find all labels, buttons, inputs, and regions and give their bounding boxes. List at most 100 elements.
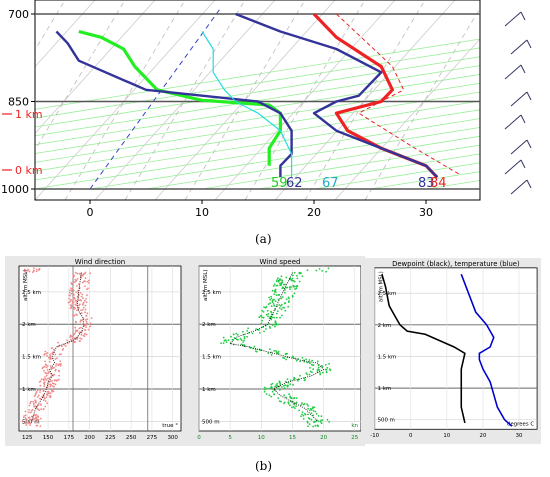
panel-ylabel: alt (m MSL) bbox=[203, 269, 209, 301]
data-point bbox=[263, 390, 266, 393]
data-point bbox=[286, 286, 289, 289]
data-point bbox=[78, 283, 80, 286]
data-point bbox=[291, 295, 294, 298]
data-point bbox=[288, 286, 291, 289]
data-point bbox=[273, 350, 276, 352]
data-point bbox=[300, 404, 302, 406]
data-point bbox=[275, 384, 278, 387]
data-point bbox=[29, 411, 32, 414]
data-point bbox=[273, 323, 275, 326]
data-point bbox=[292, 383, 294, 386]
data-point bbox=[290, 401, 293, 403]
data-point bbox=[277, 397, 280, 400]
data-point bbox=[310, 412, 313, 414]
data-point bbox=[33, 267, 35, 269]
data-point bbox=[35, 400, 37, 403]
data-point bbox=[268, 394, 271, 396]
data-point bbox=[35, 413, 38, 416]
data-point bbox=[33, 414, 36, 416]
data-point bbox=[284, 353, 287, 356]
data-point bbox=[280, 282, 282, 285]
data-point bbox=[289, 404, 291, 407]
pressure-tick-label: 700 bbox=[8, 8, 29, 21]
data-point bbox=[272, 303, 275, 305]
data-point bbox=[45, 366, 48, 369]
data-point bbox=[36, 389, 39, 392]
data-point bbox=[315, 412, 318, 415]
data-point bbox=[271, 289, 274, 292]
data-point bbox=[299, 360, 302, 363]
wind-barb-icon bbox=[510, 139, 528, 155]
data-point bbox=[33, 270, 35, 272]
data-point bbox=[47, 377, 49, 380]
data-point bbox=[44, 400, 47, 402]
data-point bbox=[308, 423, 311, 425]
data-point bbox=[85, 298, 87, 300]
data-point bbox=[270, 311, 273, 314]
dry-adiabat-line bbox=[94, 0, 276, 201]
data-point bbox=[47, 383, 49, 386]
data-point bbox=[274, 308, 277, 311]
data-point bbox=[279, 316, 281, 319]
data-point bbox=[329, 369, 332, 372]
data-point bbox=[298, 272, 301, 274]
data-point bbox=[80, 323, 83, 326]
data-point bbox=[276, 305, 278, 308]
panel-plot-area bbox=[198, 265, 362, 432]
data-point bbox=[26, 269, 29, 272]
data-point bbox=[308, 418, 311, 420]
data-point bbox=[81, 281, 84, 284]
data-point bbox=[35, 407, 38, 409]
data-point bbox=[85, 333, 88, 336]
altitude-label: 0 km bbox=[15, 164, 43, 177]
x-tick-label: 10 bbox=[258, 435, 265, 441]
panel-title: Wind speed bbox=[260, 258, 301, 266]
data-point bbox=[31, 408, 34, 411]
data-point bbox=[279, 305, 282, 307]
data-point bbox=[247, 327, 249, 330]
data-point bbox=[255, 350, 257, 353]
data-point bbox=[48, 370, 51, 373]
wind-speed-panel: Wind speed alt (m MSL) 500 m 1 km 1.5 km 2 km… bbox=[185, 256, 365, 446]
data-point bbox=[45, 396, 48, 398]
skewt-series-group bbox=[55, 12, 460, 179]
data-point bbox=[49, 365, 52, 367]
data-point bbox=[317, 425, 319, 428]
data-point bbox=[307, 407, 309, 410]
data-point bbox=[273, 293, 276, 295]
data-point bbox=[60, 353, 62, 356]
data-point bbox=[89, 325, 91, 328]
data-point bbox=[295, 359, 298, 362]
data-point bbox=[51, 351, 54, 354]
surface-value-label: 83 bbox=[418, 176, 435, 191]
data-point bbox=[61, 345, 63, 347]
data-point bbox=[305, 358, 307, 361]
data-point bbox=[51, 382, 54, 385]
data-point bbox=[278, 307, 281, 309]
data-point bbox=[82, 334, 85, 337]
data-point bbox=[326, 366, 329, 369]
data-point bbox=[274, 288, 277, 291]
data-point bbox=[37, 408, 39, 411]
data-point bbox=[82, 304, 84, 306]
data-point bbox=[24, 414, 27, 417]
data-point bbox=[57, 345, 60, 348]
data-point bbox=[64, 345, 67, 347]
data-point bbox=[44, 378, 47, 380]
data-point bbox=[235, 332, 238, 335]
data-point bbox=[43, 397, 46, 400]
y-tick-label: 2 km bbox=[378, 323, 391, 329]
data-point bbox=[251, 332, 254, 335]
data-point bbox=[243, 337, 246, 340]
pressure-tick-label: 850 bbox=[8, 96, 29, 109]
skewt-right-mask bbox=[480, 0, 550, 230]
x-tick-label: 5 bbox=[228, 435, 232, 441]
data-point bbox=[43, 381, 46, 384]
data-point bbox=[313, 406, 316, 409]
data-point bbox=[48, 377, 51, 380]
data-point bbox=[318, 268, 321, 270]
data-point bbox=[305, 372, 308, 374]
data-point bbox=[80, 299, 82, 302]
data-point bbox=[271, 387, 273, 389]
